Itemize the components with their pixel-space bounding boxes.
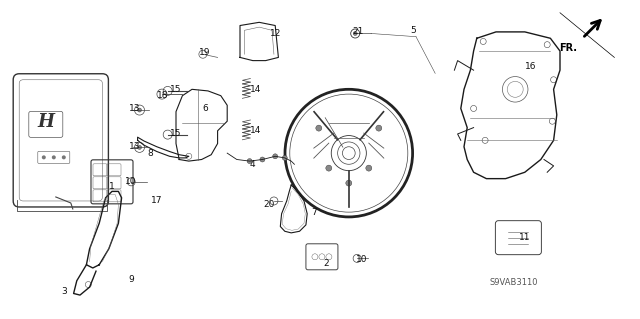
Text: 20: 20 [263, 200, 275, 209]
Circle shape [260, 157, 265, 162]
Text: 7: 7 [311, 208, 316, 217]
Circle shape [346, 180, 352, 186]
Text: 13: 13 [129, 142, 140, 151]
Circle shape [353, 32, 357, 35]
Circle shape [52, 155, 56, 160]
Text: FR.: FR. [559, 43, 577, 53]
Text: 8: 8 [148, 149, 153, 158]
Text: 14: 14 [250, 85, 262, 94]
Text: 16: 16 [525, 63, 537, 71]
Text: 4: 4 [250, 160, 255, 169]
Circle shape [316, 125, 322, 131]
Text: 2: 2 [324, 259, 329, 268]
Circle shape [282, 155, 287, 160]
Circle shape [62, 155, 66, 160]
Circle shape [326, 165, 332, 171]
Text: 11: 11 [519, 233, 531, 242]
Text: 6: 6 [202, 104, 207, 113]
Text: 21: 21 [353, 27, 364, 36]
Text: 10: 10 [125, 177, 137, 186]
Text: 13: 13 [129, 104, 140, 113]
Text: 15: 15 [170, 85, 182, 94]
Circle shape [376, 125, 382, 131]
Circle shape [138, 108, 141, 112]
Text: S9VAB3110: S9VAB3110 [490, 278, 538, 287]
Text: 10: 10 [356, 256, 367, 264]
Text: 18: 18 [157, 91, 169, 100]
Text: 3: 3 [61, 287, 67, 296]
Text: 19: 19 [199, 48, 211, 57]
Text: 17: 17 [151, 197, 163, 205]
Circle shape [42, 155, 46, 160]
Circle shape [366, 165, 372, 171]
Text: 15: 15 [170, 130, 182, 138]
Text: 14: 14 [250, 126, 262, 135]
Text: 5: 5 [410, 26, 415, 35]
Text: 1: 1 [109, 182, 115, 191]
Text: 9: 9 [129, 275, 134, 284]
Circle shape [247, 159, 252, 164]
Text: 12: 12 [269, 29, 281, 38]
Circle shape [138, 145, 141, 149]
Circle shape [273, 154, 278, 159]
Text: H: H [37, 113, 54, 131]
